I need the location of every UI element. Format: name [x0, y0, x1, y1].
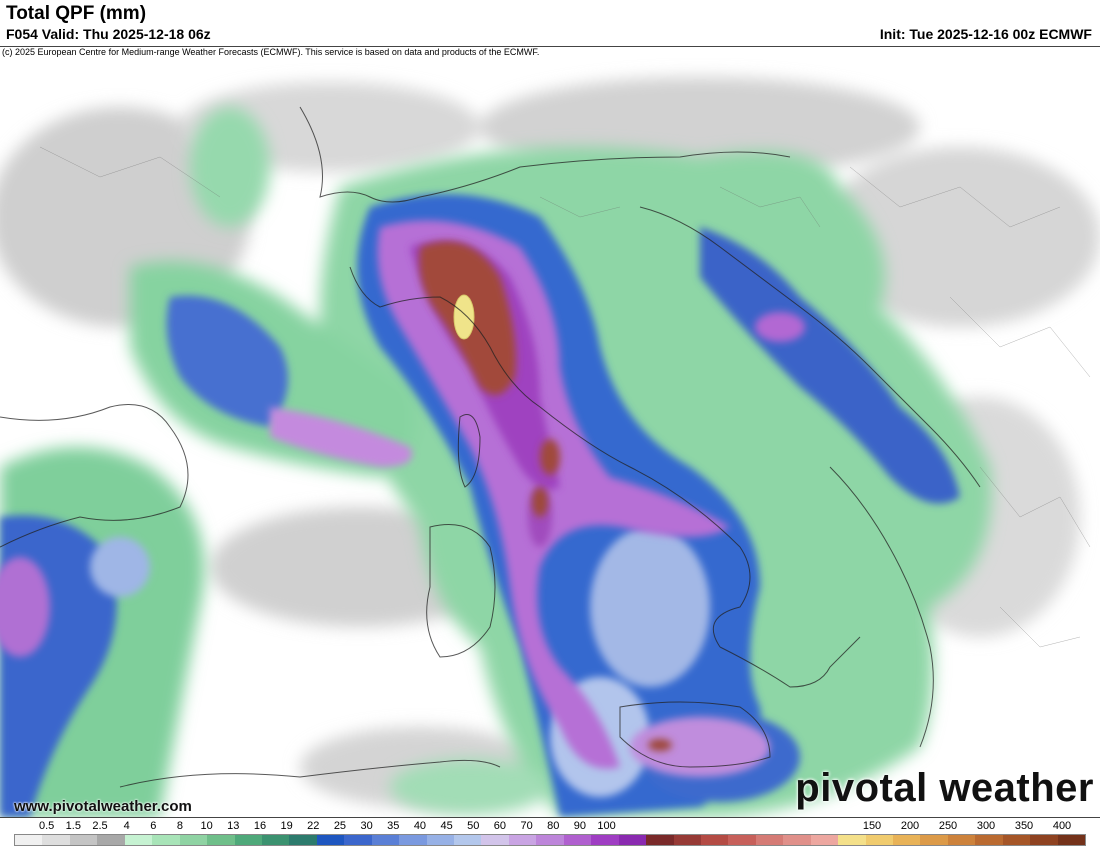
- color-swatch: [865, 835, 893, 845]
- color-scale-label: 35: [387, 820, 400, 832]
- color-swatch: [783, 835, 811, 845]
- admin-borders: [39, 146, 1091, 648]
- color-swatch: [508, 835, 537, 845]
- color-scale-swatches: [14, 834, 1086, 846]
- color-swatch: [179, 835, 208, 845]
- pivotal-weather-logo: pivotal weather: [795, 766, 1094, 810]
- color-swatch: [69, 835, 98, 845]
- color-swatch: [700, 835, 729, 845]
- color-swatch: [810, 835, 839, 845]
- color-scale-label: 50: [467, 820, 480, 832]
- color-scale-label: 0.5: [39, 820, 55, 832]
- color-scale-label: 1.5: [65, 820, 81, 832]
- color-swatch: [97, 835, 125, 845]
- color-swatch: [975, 835, 1003, 845]
- color-swatch: [838, 835, 866, 845]
- color-swatch: [344, 835, 372, 845]
- color-swatch: [536, 835, 564, 845]
- color-swatch: [1057, 835, 1086, 845]
- color-swatch: [728, 835, 756, 845]
- color-scale-label: 90: [573, 820, 587, 832]
- color-scale-label: 400: [1052, 820, 1072, 832]
- color-scale-label: 30: [360, 820, 373, 832]
- color-scale-labels: 0.5 1.5 2.5 4 6 8 10 13 16 19 22 25 30 35 40 45 50 60 70 80…: [14, 820, 1086, 834]
- color-swatch: [481, 835, 509, 845]
- color-scale-label: 6: [150, 820, 157, 832]
- color-scale-label: 2.5: [92, 820, 108, 832]
- color-swatch: [426, 835, 454, 845]
- color-scale-label: 150: [862, 820, 882, 832]
- color-swatch: [755, 835, 784, 845]
- color-scale-label: 25: [333, 820, 347, 832]
- color-swatch: [124, 835, 153, 845]
- color-swatch: [646, 835, 674, 845]
- color-scale-label: 4: [123, 820, 130, 832]
- website-link[interactable]: www.pivotalweather.com: [14, 798, 192, 815]
- precipitation-map: [0, 46, 1100, 818]
- color-swatch: [1030, 835, 1058, 845]
- color-scale-label: 350: [1014, 820, 1034, 832]
- color-swatch: [1002, 835, 1031, 845]
- peak-rain-layer: [453, 294, 475, 340]
- color-scale-legend: 0.5 1.5 2.5 4 6 8 10 13 16 19 22 25 30 35 40 45 50 60 70 80…: [14, 820, 1086, 848]
- color-swatch: [673, 835, 701, 845]
- color-scale-label: 100: [597, 820, 616, 832]
- color-swatch: [207, 835, 235, 845]
- color-swatch: [618, 835, 647, 845]
- color-scale-label: 40: [413, 820, 427, 832]
- color-swatch: [920, 835, 948, 845]
- map-title: Total QPF (mm): [6, 3, 147, 24]
- color-swatch: [289, 835, 317, 845]
- init-time: Init: Tue 2025-12-16 00z ECMWF: [879, 26, 1092, 42]
- color-swatch: [893, 835, 921, 845]
- header: Total QPF (mm) F054 Valid: Thu 2025-12-1…: [0, 0, 1100, 46]
- color-scale-label: 300: [976, 820, 996, 832]
- color-scale-label: 200: [900, 820, 920, 832]
- color-scale-label: 250: [938, 820, 958, 832]
- color-scale-label: 19: [280, 820, 293, 832]
- color-scale-label: 45: [440, 820, 453, 832]
- color-swatch: [371, 835, 400, 845]
- color-swatch: [454, 835, 482, 845]
- color-swatch: [563, 835, 592, 845]
- color-swatch: [261, 835, 290, 845]
- valid-time: F054 Valid: Thu 2025-12-18 06z: [6, 26, 211, 42]
- map-canvas: [0, 47, 1100, 817]
- color-swatch: [316, 835, 345, 845]
- color-scale-label: 60: [493, 820, 507, 832]
- color-swatch: [42, 835, 70, 845]
- color-scale-label: 8: [176, 820, 184, 832]
- color-swatch: [947, 835, 976, 845]
- color-scale-label: 16: [253, 820, 267, 832]
- color-swatch: [152, 835, 180, 845]
- color-scale-label: 10: [200, 820, 213, 832]
- color-swatch: [234, 835, 262, 845]
- color-swatch: [591, 835, 619, 845]
- color-scale-label: 70: [520, 820, 533, 832]
- color-scale-label: 13: [227, 820, 240, 832]
- color-swatch: [15, 835, 43, 845]
- color-scale-label: 22: [307, 820, 320, 832]
- country-borders: [0, 106, 981, 788]
- color-swatch: [399, 835, 427, 845]
- copyright-notice: (c) 2025 European Centre for Medium-rang…: [2, 47, 540, 57]
- color-scale-label: 80: [547, 820, 560, 832]
